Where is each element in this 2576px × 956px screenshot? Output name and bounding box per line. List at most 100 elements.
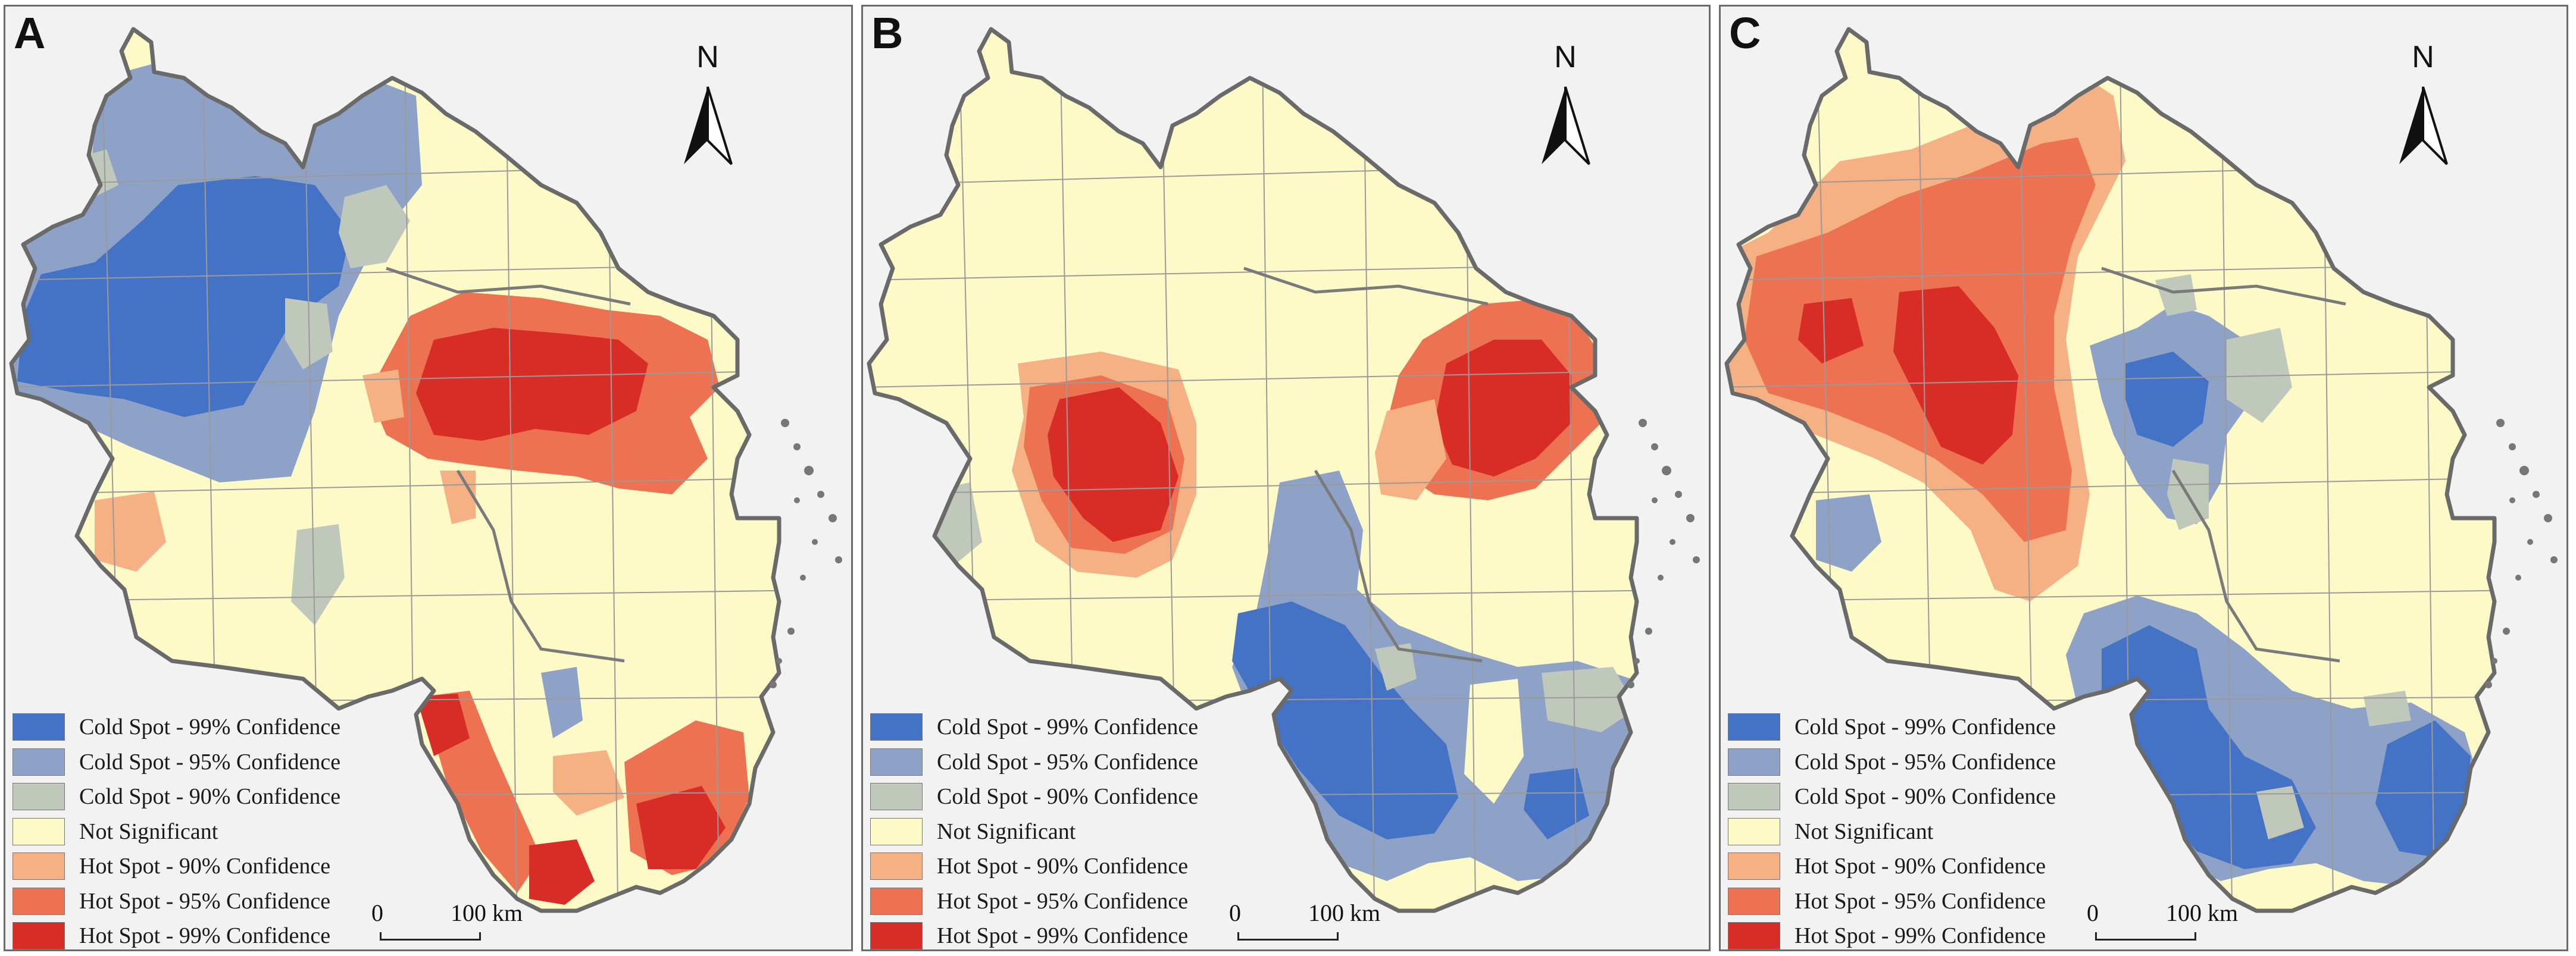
north-arrow: N (2387, 39, 2459, 176)
legend-swatch (1728, 852, 1780, 880)
region-hot-spot-90 (362, 369, 404, 423)
legend: Cold Spot - 99% Confidence Cold Spot - 95… (12, 710, 341, 949)
scale-line (380, 932, 481, 941)
map-panel-c: C N Cold Spot - 99% Confidence Cold Spot … (1719, 5, 2568, 951)
legend-swatch (1728, 887, 1780, 915)
region-cold-spot-95 (1816, 494, 1881, 572)
scale-max-label: 100 km (1308, 899, 1381, 926)
region-cold-spot-90 (2256, 786, 2304, 839)
legend-item-hot99: Hot Spot - 99% Confidence (1728, 919, 2056, 949)
legend-item-cold90: Cold Spot - 90% Confidence (870, 779, 1198, 814)
north-label: N (2412, 40, 2434, 74)
legend-swatch (12, 817, 65, 845)
region-hot-spot-99 (416, 328, 648, 441)
legend-item-hot99: Hot Spot - 99% Confidence (870, 919, 1198, 949)
region-hot-spot-99 (1048, 387, 1178, 542)
region-cold-spot-99 (17, 176, 351, 417)
legend-swatch (12, 748, 65, 776)
legend-label: Hot Spot - 90% Confidence (937, 854, 1189, 879)
legend-item-hot95: Hot Spot - 95% Confidence (12, 884, 340, 919)
legend-item-cold99: Cold Spot - 99% Confidence (870, 710, 1198, 745)
legend-swatch (1728, 922, 1780, 949)
region-outline (9, 27, 781, 913)
legend-label: Not Significant (79, 819, 218, 844)
legend-item-hot90: Hot Spot - 90% Confidence (12, 849, 340, 884)
legend-item-ns: Not Significant (12, 814, 340, 850)
legend-label: Cold Spot - 99% Confidence (79, 714, 341, 740)
legend-item-ns: Not Significant (870, 814, 1198, 850)
map-c-svg (1724, 27, 2558, 913)
legend-label: Cold Spot - 90% Confidence (937, 784, 1199, 810)
scale-bar: 0 100 km (371, 899, 523, 944)
panel-letter: C (1729, 8, 1761, 58)
legend: Cold Spot - 99% Confidence Cold Spot - 95… (870, 710, 1198, 949)
region-cold-spot-90 (2364, 691, 2411, 726)
panel-letter: B (871, 8, 904, 58)
legend-label: Cold Spot - 90% Confidence (79, 784, 341, 810)
legend-label: Cold Spot - 95% Confidence (1795, 749, 2056, 775)
legend-item-hot90: Hot Spot - 90% Confidence (1728, 849, 2056, 884)
region-cold-spot-90 (291, 524, 345, 625)
legend-swatch (12, 922, 65, 949)
legend-label: Hot Spot - 95% Confidence (937, 888, 1189, 914)
legend: Cold Spot - 99% Confidence Cold Spot - 95… (1728, 710, 2056, 949)
legend-swatch (870, 817, 923, 845)
scale-bar: 0 100 km (2087, 899, 2238, 944)
region-cold-spot-99 (2125, 352, 2209, 447)
scale-zero-label: 0 (2087, 899, 2099, 926)
coastal-islands (2485, 419, 2558, 688)
legend-swatch (12, 783, 65, 811)
legend-item-cold99: Cold Spot - 99% Confidence (12, 710, 340, 745)
panel-letter: A (14, 8, 46, 58)
legend-item-cold90: Cold Spot - 90% Confidence (12, 779, 340, 814)
region-cold-spot-95 (541, 667, 583, 738)
legend-item-hot90: Hot Spot - 90% Confidence (870, 849, 1198, 884)
scale-zero-label: 0 (371, 899, 383, 926)
region-hot-spot-99 (416, 694, 470, 756)
legend-item-cold95: Cold Spot - 95% Confidence (870, 745, 1198, 780)
legend-swatch (1728, 783, 1780, 811)
legend-swatch (12, 713, 65, 741)
scale-zero-label: 0 (1229, 899, 1241, 926)
region-hot-spot-90 (553, 750, 624, 816)
map-a-svg (9, 27, 842, 913)
legend-item-ns: Not Significant (1728, 814, 2056, 850)
region-hot-spot-90 (1375, 399, 1446, 500)
legend-label: Hot Spot - 99% Confidence (1795, 923, 2046, 949)
legend-label: Hot Spot - 95% Confidence (1795, 888, 2046, 914)
north-arrow: N (672, 39, 743, 176)
north-label: N (696, 40, 719, 74)
region-cold-spot-99 (2375, 720, 2471, 857)
legend-swatch (870, 783, 923, 811)
legend-swatch (12, 852, 65, 880)
region-hot-spot-99 (1893, 286, 2018, 465)
region-cold-spot-99 (1524, 768, 1589, 839)
legend-label: Hot Spot - 99% Confidence (79, 923, 331, 949)
legend-swatch (870, 713, 923, 741)
region-hot-spot-99 (1798, 298, 1864, 363)
legend-item-cold95: Cold Spot - 95% Confidence (1728, 745, 2056, 780)
map-b-svg (867, 27, 1700, 913)
north-arrow-icon (2399, 86, 2448, 165)
north-arrow: N (1530, 39, 1601, 176)
region-cold-spot-90 (309, 42, 357, 96)
legend-item-cold90: Cold Spot - 90% Confidence (1728, 779, 2056, 814)
legend-item-hot99: Hot Spot - 99% Confidence (12, 919, 340, 949)
north-arrow-icon (684, 86, 733, 165)
map-panel-b: B N Cold Spot - 99% Confidence Cold Spot … (861, 5, 1711, 951)
region-cold-spot-90 (339, 185, 410, 268)
region-cold-spot-90 (1542, 667, 1637, 732)
region-hot-spot-99 (636, 786, 726, 869)
legend-label: Cold Spot - 90% Confidence (1795, 784, 2056, 810)
scale-bar: 0 100 km (1229, 899, 1380, 944)
legend-label: Hot Spot - 99% Confidence (937, 923, 1189, 949)
legend-label: Hot Spot - 95% Confidence (79, 888, 331, 914)
legend-label: Cold Spot - 95% Confidence (79, 749, 341, 775)
legend-item-cold99: Cold Spot - 99% Confidence (1728, 710, 2056, 745)
legend-label: Not Significant (937, 819, 1076, 844)
legend-item-hot95: Hot Spot - 95% Confidence (1728, 884, 2056, 919)
region-outline (1724, 27, 2497, 913)
legend-label: Hot Spot - 90% Confidence (1795, 854, 2046, 879)
region-cold-spot-90 (1375, 643, 1417, 691)
region-not-significant (1464, 679, 1524, 804)
